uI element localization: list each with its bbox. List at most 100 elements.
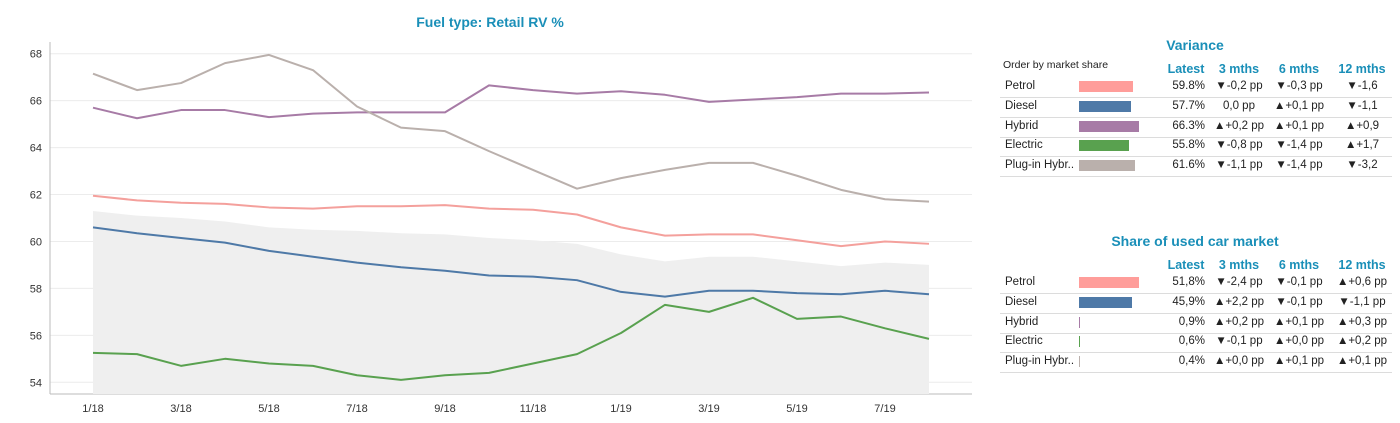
share-bar [1079, 81, 1134, 92]
column-header[interactable]: 3 mths [1218, 258, 1260, 272]
column-header[interactable]: Latest [1167, 62, 1205, 76]
latest-value: 45,9% [1172, 295, 1205, 308]
column-header[interactable]: 6 mths [1278, 258, 1320, 272]
change-12-months: ▼-1,1 [1346, 99, 1378, 112]
change-3-months: ▼-1,1 pp [1215, 159, 1263, 172]
latest-value: 66.3% [1172, 119, 1205, 132]
x-tick-label: 3/18 [170, 403, 191, 415]
table-row: Plug-in Hybr.. 61.6% ▼-1,1 pp ▼-1,4 pp ▼-3,2 [1000, 157, 1392, 178]
y-tick-label: 66 [30, 96, 42, 108]
latest-value: 0,4% [1178, 355, 1205, 368]
share-bar [1079, 316, 1081, 328]
fuel-name: Hybrid [1005, 119, 1039, 132]
change-12-months: ▲+0,2 pp [1336, 335, 1388, 348]
fuel-name: Plug-in Hybr.. [1005, 355, 1075, 368]
share-bar [1079, 356, 1080, 368]
x-tick-label: 3/19 [698, 403, 719, 415]
latest-value: 59.8% [1172, 80, 1205, 92]
x-tick-label: 5/18 [258, 403, 279, 415]
change-6-months: ▲+0,1 pp [1273, 99, 1325, 112]
change-3-months: 0,0 pp [1223, 99, 1255, 112]
shaded-band [93, 210, 929, 394]
change-6-months: ▼-0,1 pp [1275, 276, 1323, 288]
change-3-months: ▲+0,2 pp [1213, 315, 1265, 328]
column-header[interactable]: Latest [1167, 258, 1205, 272]
column-header[interactable]: 3 mths [1218, 62, 1260, 76]
change-12-months: ▲+0,1 pp [1336, 355, 1388, 368]
change-6-months: ▼-1,4 pp [1275, 159, 1323, 172]
column-header[interactable]: 6 mths [1278, 62, 1320, 76]
column-header[interactable]: 12 mths [1338, 258, 1386, 272]
series-line-diesel [92, 226, 930, 298]
series-line-electric [92, 296, 930, 381]
latest-value: 61.6% [1172, 159, 1205, 172]
line-chart: 54 56 58 60 62 64 66 68 1/18 3/18 5/18 7/18 9/18 11/1… [30, 42, 972, 415]
fuel-name: Plug-in Hybr.. [1005, 159, 1075, 172]
share-bar [1079, 277, 1139, 288]
change-3-months: ▲+0,2 pp [1213, 119, 1265, 132]
chart-title: Fuel type: Retail RV % [416, 14, 564, 30]
share-bar [1079, 160, 1135, 172]
latest-value: 55.8% [1172, 139, 1205, 152]
change-12-months: ▲+1,7 [1344, 139, 1380, 152]
change-12-months: ▲+0,3 pp [1336, 315, 1388, 328]
x-tick-label: 5/19 [786, 403, 807, 415]
change-3-months: ▼-0,2 pp [1215, 80, 1263, 92]
latest-value: 51,8% [1172, 276, 1205, 288]
y-tick-label: 60 [30, 236, 42, 248]
fuel-name: Petrol [1005, 276, 1036, 288]
fuel-name: Diesel [1005, 99, 1037, 112]
change-6-months: ▲+0,1 pp [1273, 355, 1325, 368]
fuel-name: Diesel [1005, 295, 1037, 308]
change-3-months: ▲+2,2 pp [1213, 295, 1265, 308]
latest-value: 57.7% [1172, 99, 1205, 112]
x-tick-label: 9/18 [434, 403, 455, 415]
change-3-months: ▼-0,1 pp [1215, 335, 1263, 348]
table-row: Electric 0,6% ▼-0,1 pp ▲+0,0 pp ▲+0,2 pp [1000, 333, 1392, 354]
y-tick-label: 64 [30, 143, 42, 155]
table-row: Hybrid 66.3% ▲+0,2 pp ▲+0,1 pp ▲+0,9 [1000, 118, 1392, 138]
y-tick-label: 68 [30, 49, 42, 61]
y-tick-label: 54 [30, 377, 42, 389]
table-row: Diesel 57.7% 0,0 pp ▲+0,1 pp ▼-1,1 [1000, 98, 1392, 118]
share-bar [1079, 100, 1132, 112]
fuel-name: Hybrid [1005, 315, 1039, 328]
table-row: Diesel 45,9% ▲+2,2 pp ▼-0,1 pp ▼-1,1 pp [1000, 294, 1392, 314]
change-3-months: ▼-2,4 pp [1215, 276, 1263, 288]
latest-value: 0,6% [1178, 335, 1205, 348]
table-row: Petrol 59.8% ▼-0,2 pp ▼-0,3 pp ▼-1,6 [1000, 78, 1392, 98]
change-6-months: ▲+0,1 pp [1273, 119, 1325, 132]
table-row: Hybrid 0,9% ▲+0,2 pp ▲+0,1 pp ▲+0,3 pp [1000, 314, 1392, 334]
x-tick-label: 11/18 [520, 403, 547, 415]
column-header[interactable]: 12 mths [1338, 62, 1386, 76]
change-6-months: ▼-0,3 pp [1275, 80, 1323, 92]
series-line-hybrid [92, 84, 930, 120]
share-bar [1079, 120, 1139, 132]
table-row: Electric 55.8% ▼-0,8 pp ▼-1,4 pp ▲+1,7 [1000, 137, 1392, 158]
change-6-months: ▲+0,0 pp [1273, 335, 1325, 348]
change-12-months: ▲+0,9 [1344, 119, 1380, 132]
fuel-name: Electric [1005, 139, 1043, 152]
series-line-petrol [92, 194, 930, 248]
y-tick-label: 56 [30, 330, 42, 342]
fuel-name: Electric [1005, 335, 1043, 348]
share-bar [1079, 336, 1080, 348]
x-tick-label: 1/19 [610, 403, 631, 415]
change-12-months: ▼-1,6 [1346, 80, 1378, 92]
table-row: Petrol 51,8% ▼-2,4 pp ▼-0,1 pp ▲+0,6 pp [1000, 274, 1392, 294]
table-row: Plug-in Hybr.. 0,4% ▲+0,0 pp ▲+0,1 pp ▲+0,1 … [1000, 353, 1392, 374]
change-6-months: ▼-1,4 pp [1275, 139, 1323, 152]
y-tick-label: 62 [30, 190, 42, 202]
x-tick-label: 7/19 [874, 403, 895, 415]
share-bar [1079, 296, 1133, 308]
change-12-months: ▼-1,1 pp [1338, 295, 1386, 308]
variance-title: Variance [1166, 37, 1224, 53]
series-line-plug-in-hybrid [92, 53, 930, 203]
change-6-months: ▼-0,1 pp [1275, 295, 1323, 308]
change-12-months: ▼-3,2 [1346, 159, 1378, 172]
share-title: Share of used car market [1111, 233, 1279, 249]
order-by-label[interactable]: Order by market share [1003, 59, 1109, 71]
latest-value: 0,9% [1178, 315, 1205, 328]
x-tick-label: 1/18 [82, 403, 103, 415]
share-bar [1079, 140, 1130, 152]
